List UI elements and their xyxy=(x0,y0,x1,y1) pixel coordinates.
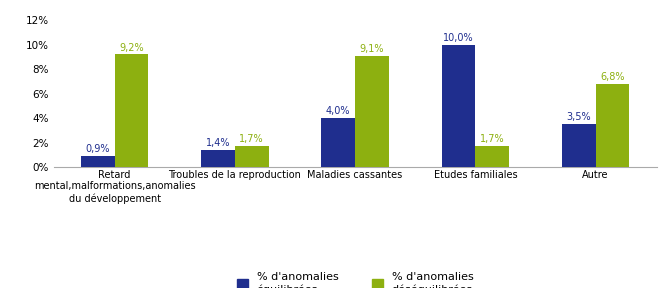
Bar xyxy=(81,156,115,167)
Text: 1,7%: 1,7% xyxy=(480,134,505,144)
Text: 9,1%: 9,1% xyxy=(360,44,384,54)
Bar xyxy=(115,54,148,167)
Text: 1,7%: 1,7% xyxy=(239,134,264,144)
Text: 1,4%: 1,4% xyxy=(206,138,230,148)
Bar xyxy=(475,146,509,167)
Bar xyxy=(355,56,389,167)
Text: 6,8%: 6,8% xyxy=(600,72,624,82)
Legend: % d'anomalies
équilibrées, % d'anomalies
déséquilibrées: % d'anomalies équilibrées, % d'anomalies… xyxy=(237,272,474,288)
Bar xyxy=(562,124,596,167)
Bar xyxy=(235,146,269,167)
Text: 10,0%: 10,0% xyxy=(443,33,474,43)
Bar xyxy=(442,45,475,167)
Bar xyxy=(322,118,355,167)
Text: 3,5%: 3,5% xyxy=(566,112,591,122)
Bar xyxy=(596,84,629,167)
Bar xyxy=(201,150,235,167)
Text: 4,0%: 4,0% xyxy=(326,106,350,116)
Text: 9,2%: 9,2% xyxy=(119,43,144,53)
Text: 0,9%: 0,9% xyxy=(86,144,110,154)
